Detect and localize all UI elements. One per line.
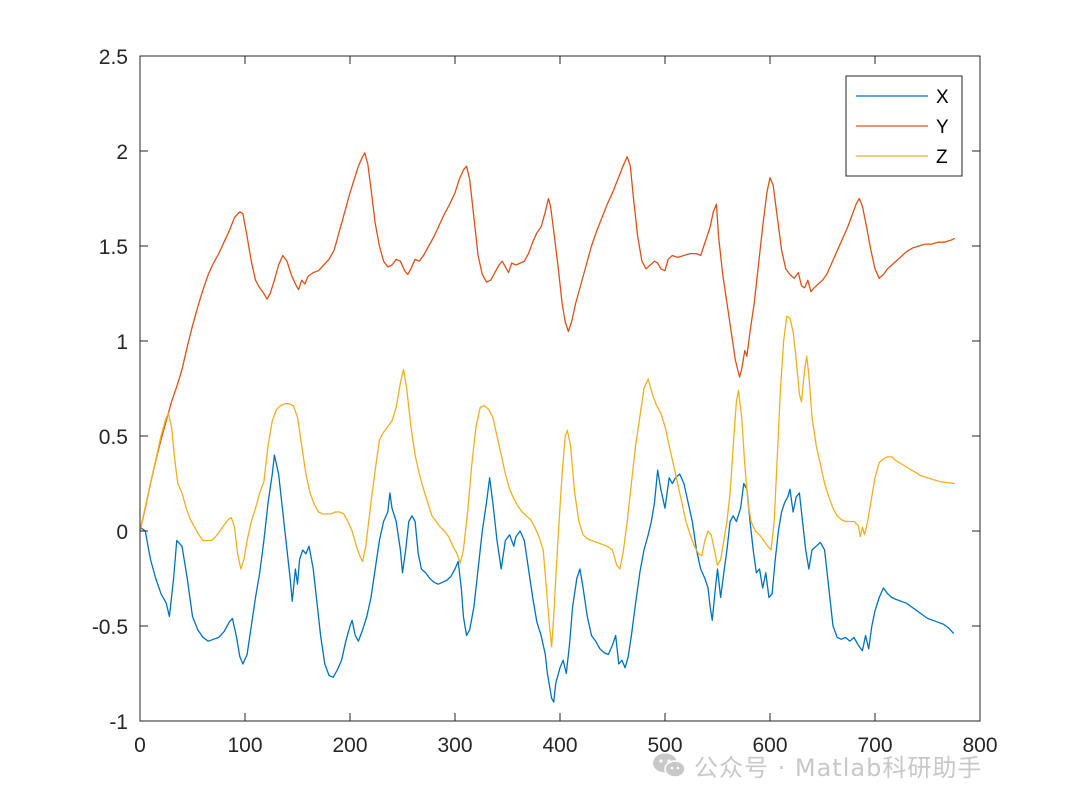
axes-layer: 0 100 200 300 400 500 600 700 800 -1 -0.5 0 0.5 1 1.5 2… <box>92 46 998 757</box>
legend: XYZ <box>845 75 963 177</box>
y-tick-label: -0.5 <box>92 616 128 639</box>
x-tick-label: 400 <box>542 734 577 757</box>
y-tick-label: -1 <box>109 711 128 734</box>
legend-label-x: X <box>936 87 949 108</box>
x-tick-label: 100 <box>227 734 262 757</box>
wechat-icon <box>653 753 686 778</box>
y-tick-label: 1.5 <box>99 236 128 259</box>
x-tick-label: 700 <box>857 734 892 757</box>
series-line-z <box>139 315 955 648</box>
x-tick-label: 800 <box>962 734 997 757</box>
series-layer <box>139 152 956 703</box>
y-tick-label: 2 <box>116 141 128 164</box>
x-tick-label: 0 <box>134 734 146 757</box>
y-tick-label: 0 <box>116 521 128 544</box>
watermark-text: 公众号 · Matlab科研助手 <box>694 754 983 782</box>
x-tick-label: 500 <box>647 734 682 757</box>
y-tick-label: 0.5 <box>99 426 128 449</box>
series-line-x <box>139 454 955 703</box>
x-tick-label: 200 <box>332 734 367 757</box>
y-tick-label: 2.5 <box>99 46 128 69</box>
legend-label-y: Y <box>936 117 949 138</box>
y-tick-label: 1 <box>116 331 128 354</box>
x-tick-label: 600 <box>752 734 787 757</box>
series-line-y <box>139 152 956 532</box>
legend-label-z: Z <box>936 147 948 168</box>
plot-area <box>140 56 980 721</box>
x-tick-label: 300 <box>437 734 472 757</box>
watermark: 公众号 · Matlab科研助手 <box>652 748 982 783</box>
